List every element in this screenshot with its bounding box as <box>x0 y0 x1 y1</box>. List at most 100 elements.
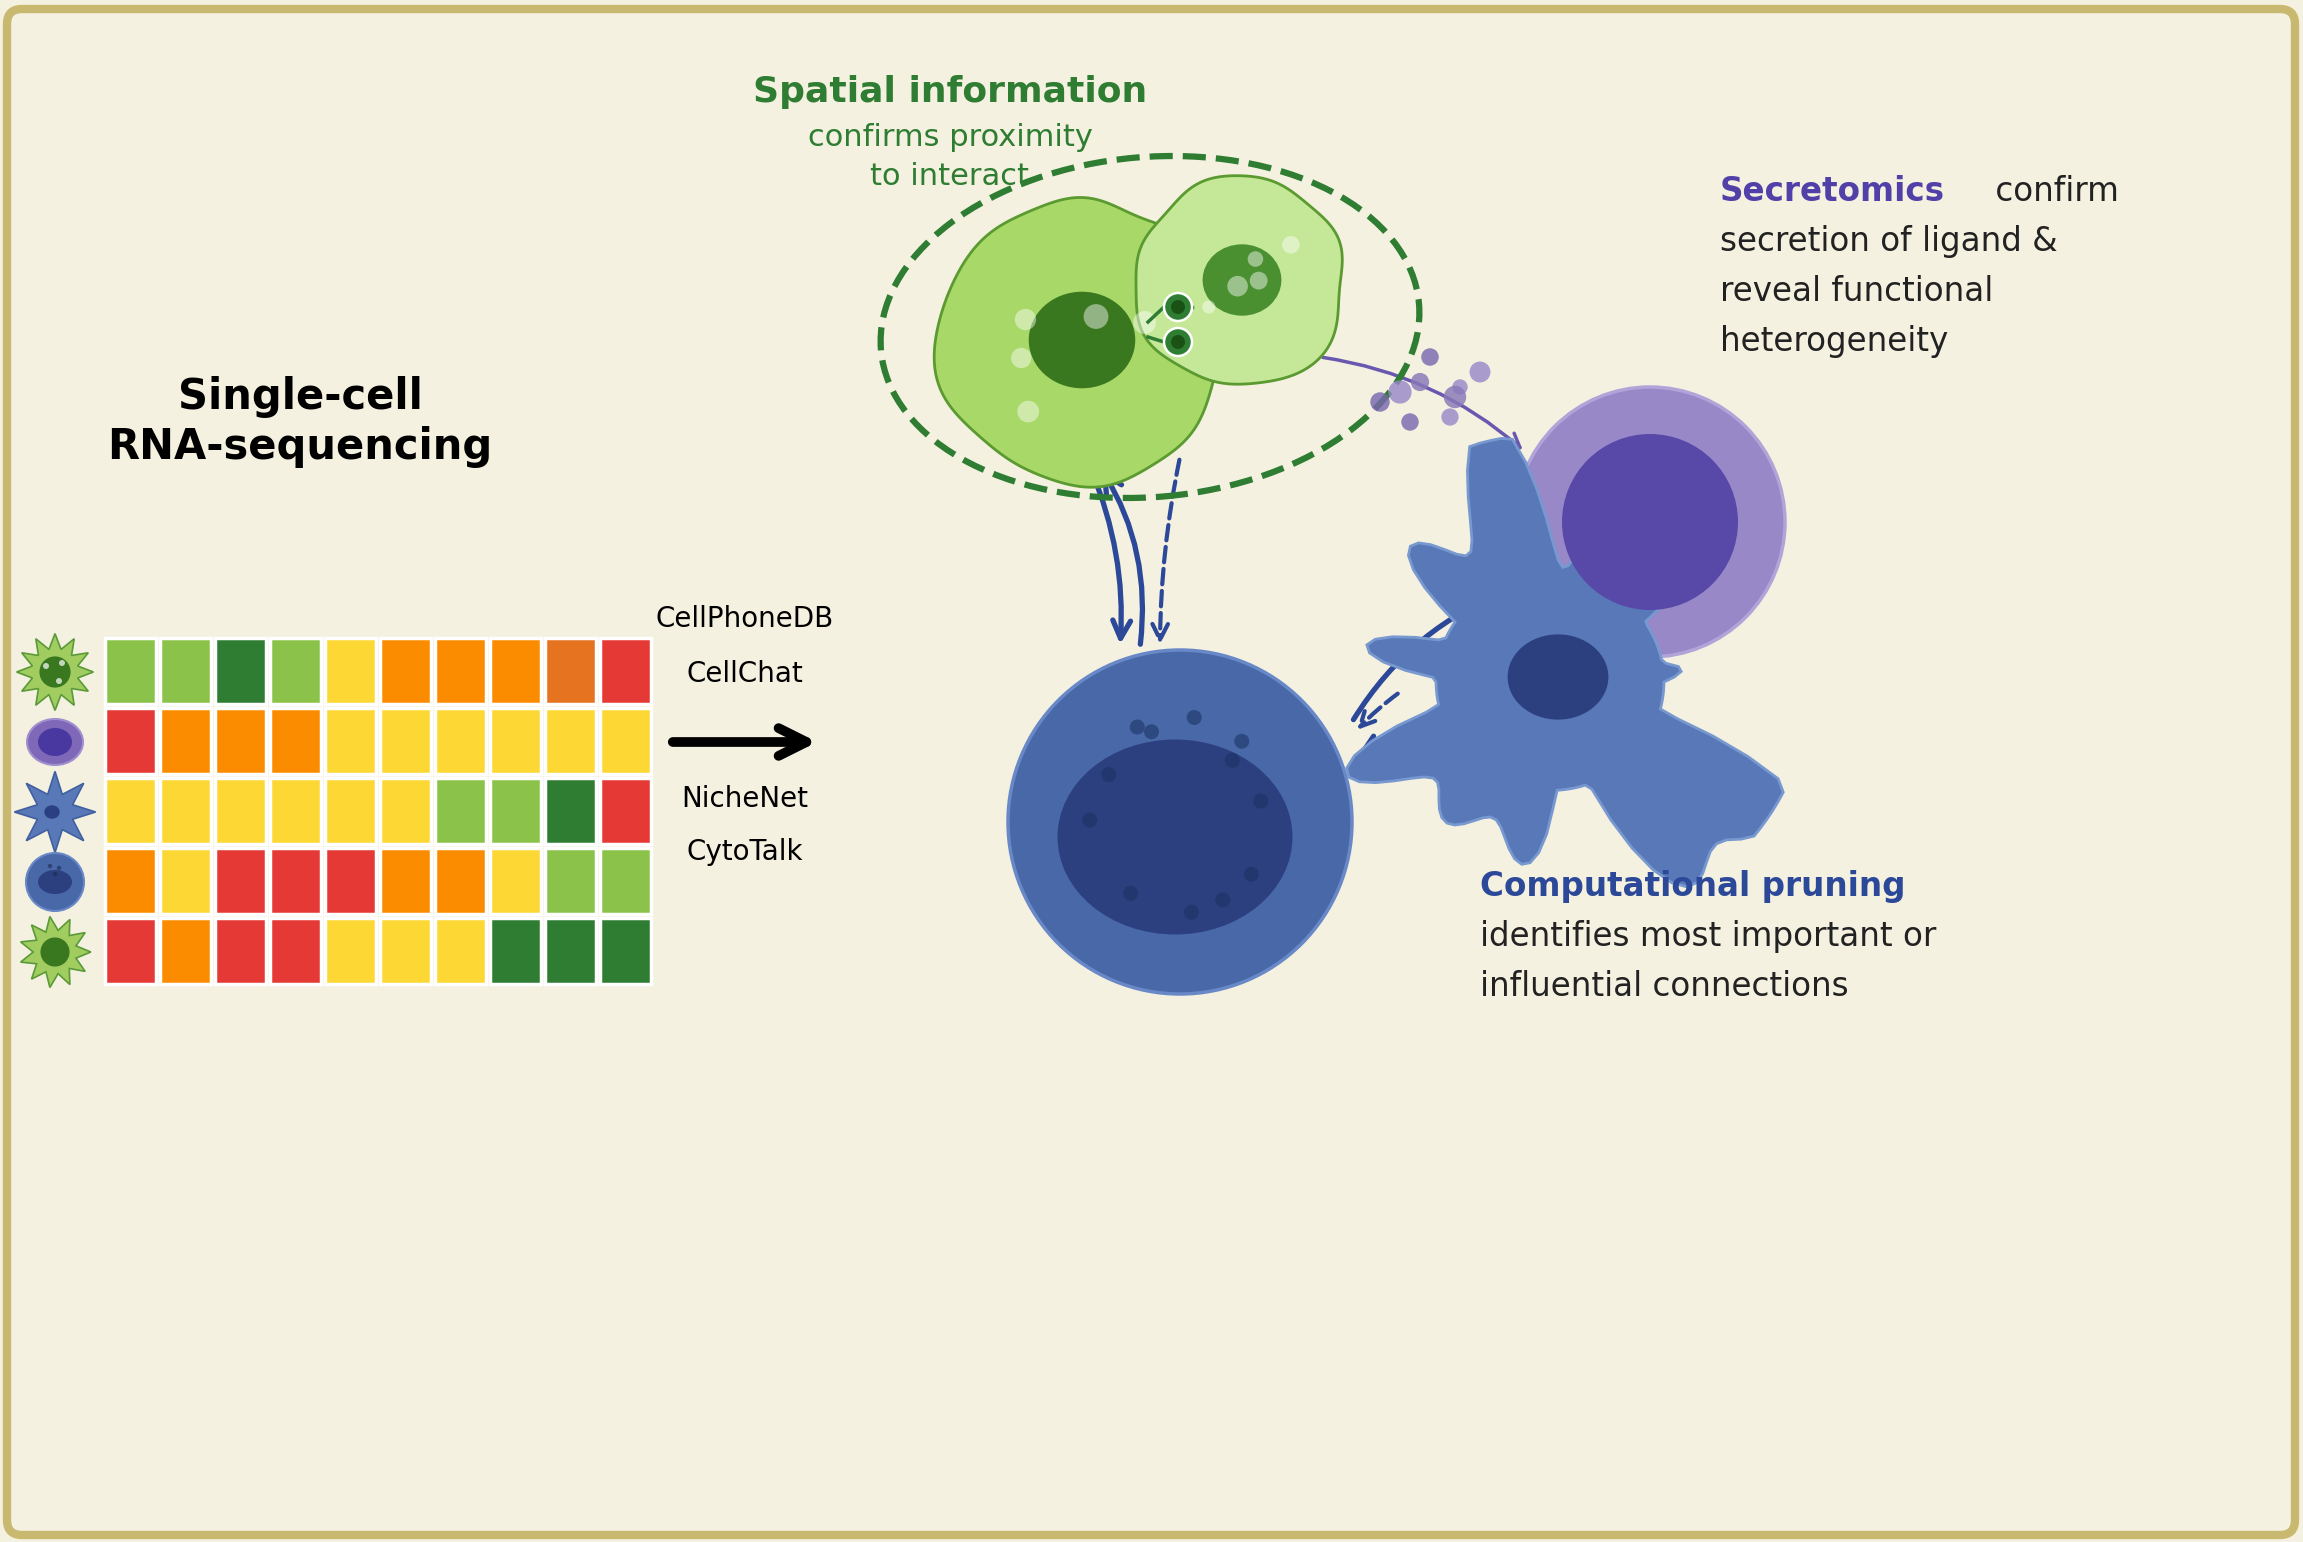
Circle shape <box>1082 813 1096 828</box>
FancyBboxPatch shape <box>7 9 2296 1534</box>
Circle shape <box>1453 379 1467 395</box>
Bar <box>435 848 486 914</box>
Ellipse shape <box>44 805 60 819</box>
Bar <box>159 708 212 774</box>
Text: CellPhoneDB: CellPhoneDB <box>656 604 834 634</box>
Bar <box>601 708 652 774</box>
Circle shape <box>1389 381 1412 404</box>
Circle shape <box>1469 361 1490 382</box>
Circle shape <box>1145 725 1158 739</box>
Bar <box>106 848 157 914</box>
Circle shape <box>48 864 53 868</box>
Circle shape <box>1400 413 1419 430</box>
Circle shape <box>1085 304 1108 328</box>
Text: Spatial information: Spatial information <box>753 76 1147 109</box>
Circle shape <box>44 663 48 669</box>
Circle shape <box>1016 308 1036 330</box>
Bar <box>491 779 541 843</box>
Bar <box>380 917 431 984</box>
Text: Computational pruning: Computational pruning <box>1481 871 1905 904</box>
Circle shape <box>1170 301 1186 315</box>
Circle shape <box>1163 293 1193 321</box>
Circle shape <box>1253 794 1269 808</box>
Circle shape <box>60 660 64 666</box>
Bar <box>269 779 320 843</box>
Ellipse shape <box>39 870 71 894</box>
Circle shape <box>58 865 62 870</box>
Ellipse shape <box>1202 244 1280 316</box>
Text: influential connections: influential connections <box>1481 970 1849 1004</box>
Bar <box>106 779 157 843</box>
Bar <box>106 917 157 984</box>
Circle shape <box>1163 328 1193 356</box>
Circle shape <box>41 938 69 967</box>
Bar <box>435 779 486 843</box>
Circle shape <box>1202 301 1216 313</box>
Bar <box>380 779 431 843</box>
Bar <box>601 848 652 914</box>
Bar <box>546 917 596 984</box>
Bar <box>546 708 596 774</box>
Text: identifies most important or: identifies most important or <box>1481 921 1937 953</box>
Bar <box>601 917 652 984</box>
Circle shape <box>1515 387 1785 657</box>
Bar <box>546 848 596 914</box>
Circle shape <box>1184 905 1200 919</box>
Circle shape <box>53 871 58 876</box>
Bar <box>491 708 541 774</box>
Circle shape <box>1412 373 1430 392</box>
Bar <box>159 638 212 705</box>
Circle shape <box>1283 236 1299 253</box>
Bar <box>546 638 596 705</box>
Bar <box>325 779 375 843</box>
Bar <box>325 638 375 705</box>
Bar <box>214 638 267 705</box>
Circle shape <box>1234 734 1248 749</box>
Circle shape <box>1421 348 1439 365</box>
Polygon shape <box>16 634 94 711</box>
Polygon shape <box>1347 438 1783 887</box>
Bar <box>214 708 267 774</box>
Bar <box>269 848 320 914</box>
Circle shape <box>1186 709 1202 725</box>
Bar <box>159 917 212 984</box>
Circle shape <box>1124 885 1138 901</box>
Bar <box>491 848 541 914</box>
Bar <box>214 779 267 843</box>
Bar <box>325 848 375 914</box>
Text: Secretomics: Secretomics <box>1720 176 1946 208</box>
Bar <box>435 917 486 984</box>
Circle shape <box>1442 409 1458 426</box>
Text: confirms proximity
to interact: confirms proximity to interact <box>808 123 1092 191</box>
Circle shape <box>1101 766 1117 782</box>
Ellipse shape <box>39 728 71 756</box>
Polygon shape <box>1135 176 1343 384</box>
Bar <box>435 638 486 705</box>
Circle shape <box>1444 386 1467 409</box>
Bar <box>106 638 157 705</box>
Polygon shape <box>21 916 90 987</box>
Text: CellChat: CellChat <box>686 660 804 688</box>
Ellipse shape <box>1057 740 1292 934</box>
Text: secretion of ligand &: secretion of ligand & <box>1720 225 2057 259</box>
Circle shape <box>55 678 62 685</box>
Text: Single-cell
RNA-sequencing: Single-cell RNA-sequencing <box>108 376 493 469</box>
Bar <box>380 848 431 914</box>
Circle shape <box>1133 311 1156 335</box>
Bar <box>491 638 541 705</box>
Bar <box>601 638 652 705</box>
Bar <box>159 779 212 843</box>
Bar <box>325 708 375 774</box>
Circle shape <box>1370 392 1389 412</box>
Bar <box>269 917 320 984</box>
Bar <box>380 638 431 705</box>
Circle shape <box>1011 348 1032 369</box>
Text: heterogeneity: heterogeneity <box>1720 325 1948 358</box>
Circle shape <box>1244 867 1260 882</box>
Bar <box>380 708 431 774</box>
Bar <box>325 917 375 984</box>
Bar <box>546 779 596 843</box>
Polygon shape <box>935 197 1218 487</box>
Ellipse shape <box>1029 291 1135 389</box>
Circle shape <box>1216 893 1230 907</box>
